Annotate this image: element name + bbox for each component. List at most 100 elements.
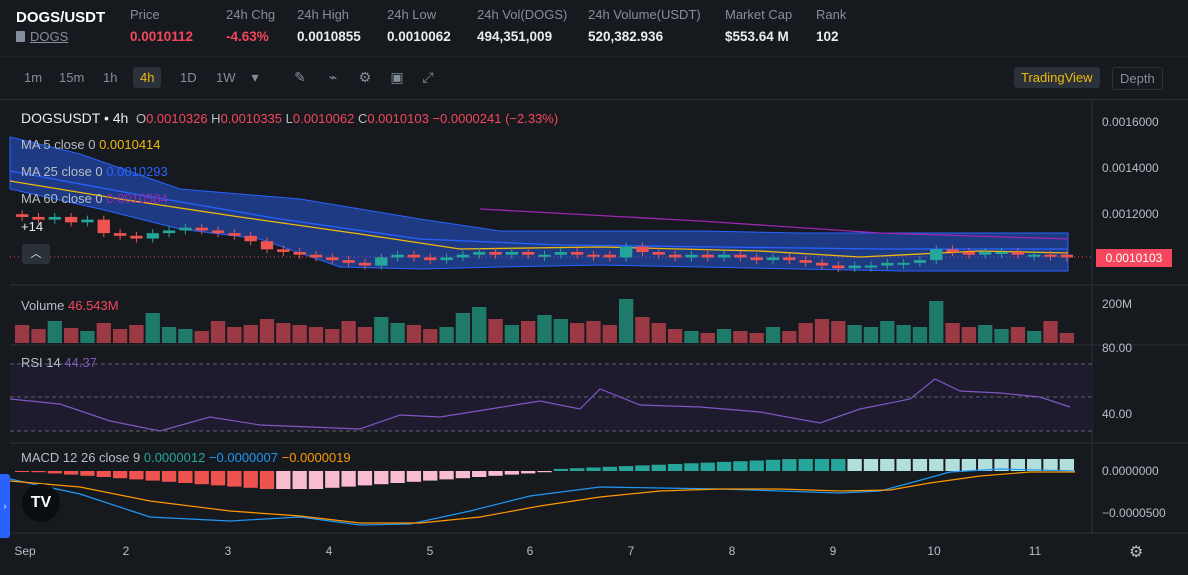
timeframe-1D[interactable]: 1D [180,70,197,85]
high-label: H [211,111,221,126]
volume-bar [31,329,46,343]
macd-histogram-bar [259,471,275,489]
volume-bar [961,327,977,343]
candle [522,252,535,255]
volume-bar [259,319,275,343]
timeframe-4h[interactable]: 4h [133,67,162,88]
volume-bar [667,329,683,343]
rsi-line [9,378,1071,432]
macd-histogram-bar [994,459,1009,471]
macd-signal-value: −0.0000007 [208,450,278,465]
macd-histogram-bar [945,459,960,471]
close-value: 0.0010103 [367,111,429,126]
macd-histogram-bar [472,471,487,477]
gear-icon[interactable]: ⚙ [358,69,372,85]
candle [881,262,894,266]
ma5-legend: MA 5 close 0 0.0010414 [21,137,161,152]
candle [603,254,616,258]
macd-histogram-bar [276,471,291,489]
ma25-legend: MA 25 close 0 0.0010293 [21,164,168,179]
macd-histogram-bar [210,471,226,486]
tradingview-tab[interactable]: TradingView [1014,67,1100,88]
candle [309,254,323,258]
depth-tab[interactable]: Depth [1112,67,1163,90]
candle [946,249,959,253]
chart-canvas[interactable]: 0.00160000.00140000.0012000200M80.0040.0… [0,99,1188,570]
timeframe-1m[interactable]: 1m [24,70,43,85]
volume-bar [635,317,650,343]
x-axis-tick: 7 [628,544,635,558]
candle [130,235,143,239]
macd-histogram-bar [455,471,471,479]
macd-histogram-bar [488,471,503,476]
ma5-line [9,180,1069,258]
collapse-legend-button[interactable]: ︿ [22,244,50,264]
chart-toolbar: 1m 15m 1h 4h 1D 1W ▾ ✎ ⌁ ⚙ ▣ ⤢ TradingView De… [0,56,1188,100]
macd-hist-value: −0.0000019 [281,450,351,465]
candle [195,227,208,231]
stat-label: Market Cap [725,7,793,22]
hidden-indicators-count[interactable]: +14 [21,219,44,234]
chevron-down-icon[interactable]: ▾ [251,69,259,85]
x-axis-tick: Sep [14,544,36,558]
timeframe-1h[interactable]: 1h [103,70,118,85]
volume-bar [178,329,193,343]
candle [717,254,731,258]
candle [113,233,127,236]
ma25-label: MA 25 close 0 [21,164,103,179]
y-axis-tick: 40.00 [1102,407,1132,421]
macd-histogram-bar [194,471,209,485]
timeframe-1W[interactable]: 1W [216,70,236,85]
macd-histogram-bar [161,471,177,482]
stat-6: Market Cap $553.64 M [725,7,792,44]
candle [375,257,388,266]
candle [734,254,747,258]
side-panel-toggle[interactable]: › [0,474,10,538]
stat-value: -4.63% [226,29,269,44]
indicator-icon[interactable]: ⌁ [328,69,338,85]
volume-bar [912,327,928,343]
chart-area[interactable]: 0.0016000 0.0014000 0.0012000 200M 80.00 40.0… [0,99,1188,570]
volume-bar [423,329,438,343]
stat-label: 24h High [297,7,350,22]
candle [619,246,633,258]
candle [783,257,796,261]
ohlc-legend: DOGSUSDT • 4h O0.0010326 H0.0010335 L0.0… [21,110,558,126]
change-value: −0.0000241 (−2.33%) [432,111,559,126]
fullscreen-icon[interactable]: ⤢ [422,69,434,85]
coin-info-link[interactable]: DOGS [30,29,69,44]
macd-histogram-bar [374,471,389,485]
draw-pen-icon[interactable]: ✎ [294,69,306,85]
volume-bar [292,325,307,343]
symbol-title[interactable]: DOGS/USDT [16,9,106,26]
macd-histogram-bar [618,466,634,471]
settings-gear-icon[interactable]: ⚙ [1129,544,1144,561]
candle [538,254,551,257]
volume-bar [47,321,62,343]
timeframe-15m[interactable]: 15m [59,70,85,85]
macd-histogram-bar [423,471,438,481]
rsi-value: 44.37 [64,355,97,370]
volume-bar [390,323,405,343]
macd-histogram-bar [912,459,928,471]
x-axis-tick: 2 [123,544,130,558]
volume-bar [308,327,324,343]
candle [652,252,665,255]
macd-histogram-bar [978,459,993,471]
macd-histogram-bar [31,471,46,473]
candle [815,262,829,266]
candle [456,254,470,258]
save-icon[interactable]: ▣ [390,69,404,85]
volume-bar [716,329,732,343]
volume-bar [357,327,373,343]
x-axis-tick: 4 [326,544,333,558]
open-label: O [135,111,147,126]
stat-5: 24h Volume(USDT) 520,382.936 [588,7,701,44]
candle [750,257,763,261]
volume-bar [276,323,291,343]
y-axis-tick: 0.0012000 [1102,207,1159,221]
volume-bar [586,321,601,343]
candle [179,227,192,231]
volume-label: Volume [21,298,65,313]
y-axis-tick: −0.0000500 [1102,506,1166,520]
